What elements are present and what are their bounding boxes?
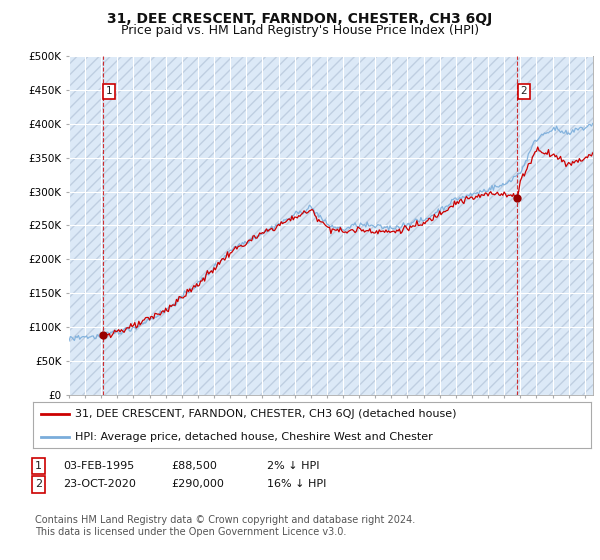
Text: 16% ↓ HPI: 16% ↓ HPI: [267, 479, 326, 489]
Text: 2: 2: [35, 479, 42, 489]
Text: 2% ↓ HPI: 2% ↓ HPI: [267, 461, 320, 471]
Text: This data is licensed under the Open Government Licence v3.0.: This data is licensed under the Open Gov…: [35, 527, 346, 537]
Text: Contains HM Land Registry data © Crown copyright and database right 2024.: Contains HM Land Registry data © Crown c…: [35, 515, 415, 525]
Text: 31, DEE CRESCENT, FARNDON, CHESTER, CH3 6QJ (detached house): 31, DEE CRESCENT, FARNDON, CHESTER, CH3 …: [75, 409, 457, 419]
Text: 23-OCT-2020: 23-OCT-2020: [63, 479, 136, 489]
Text: £88,500: £88,500: [171, 461, 217, 471]
Text: HPI: Average price, detached house, Cheshire West and Chester: HPI: Average price, detached house, Ches…: [75, 432, 433, 441]
Text: 1: 1: [35, 461, 42, 471]
Text: Price paid vs. HM Land Registry's House Price Index (HPI): Price paid vs. HM Land Registry's House …: [121, 24, 479, 37]
Text: 2: 2: [520, 86, 527, 96]
Text: 1: 1: [106, 86, 113, 96]
Text: £290,000: £290,000: [171, 479, 224, 489]
Text: 03-FEB-1995: 03-FEB-1995: [63, 461, 134, 471]
Text: 31, DEE CRESCENT, FARNDON, CHESTER, CH3 6QJ: 31, DEE CRESCENT, FARNDON, CHESTER, CH3 …: [107, 12, 493, 26]
